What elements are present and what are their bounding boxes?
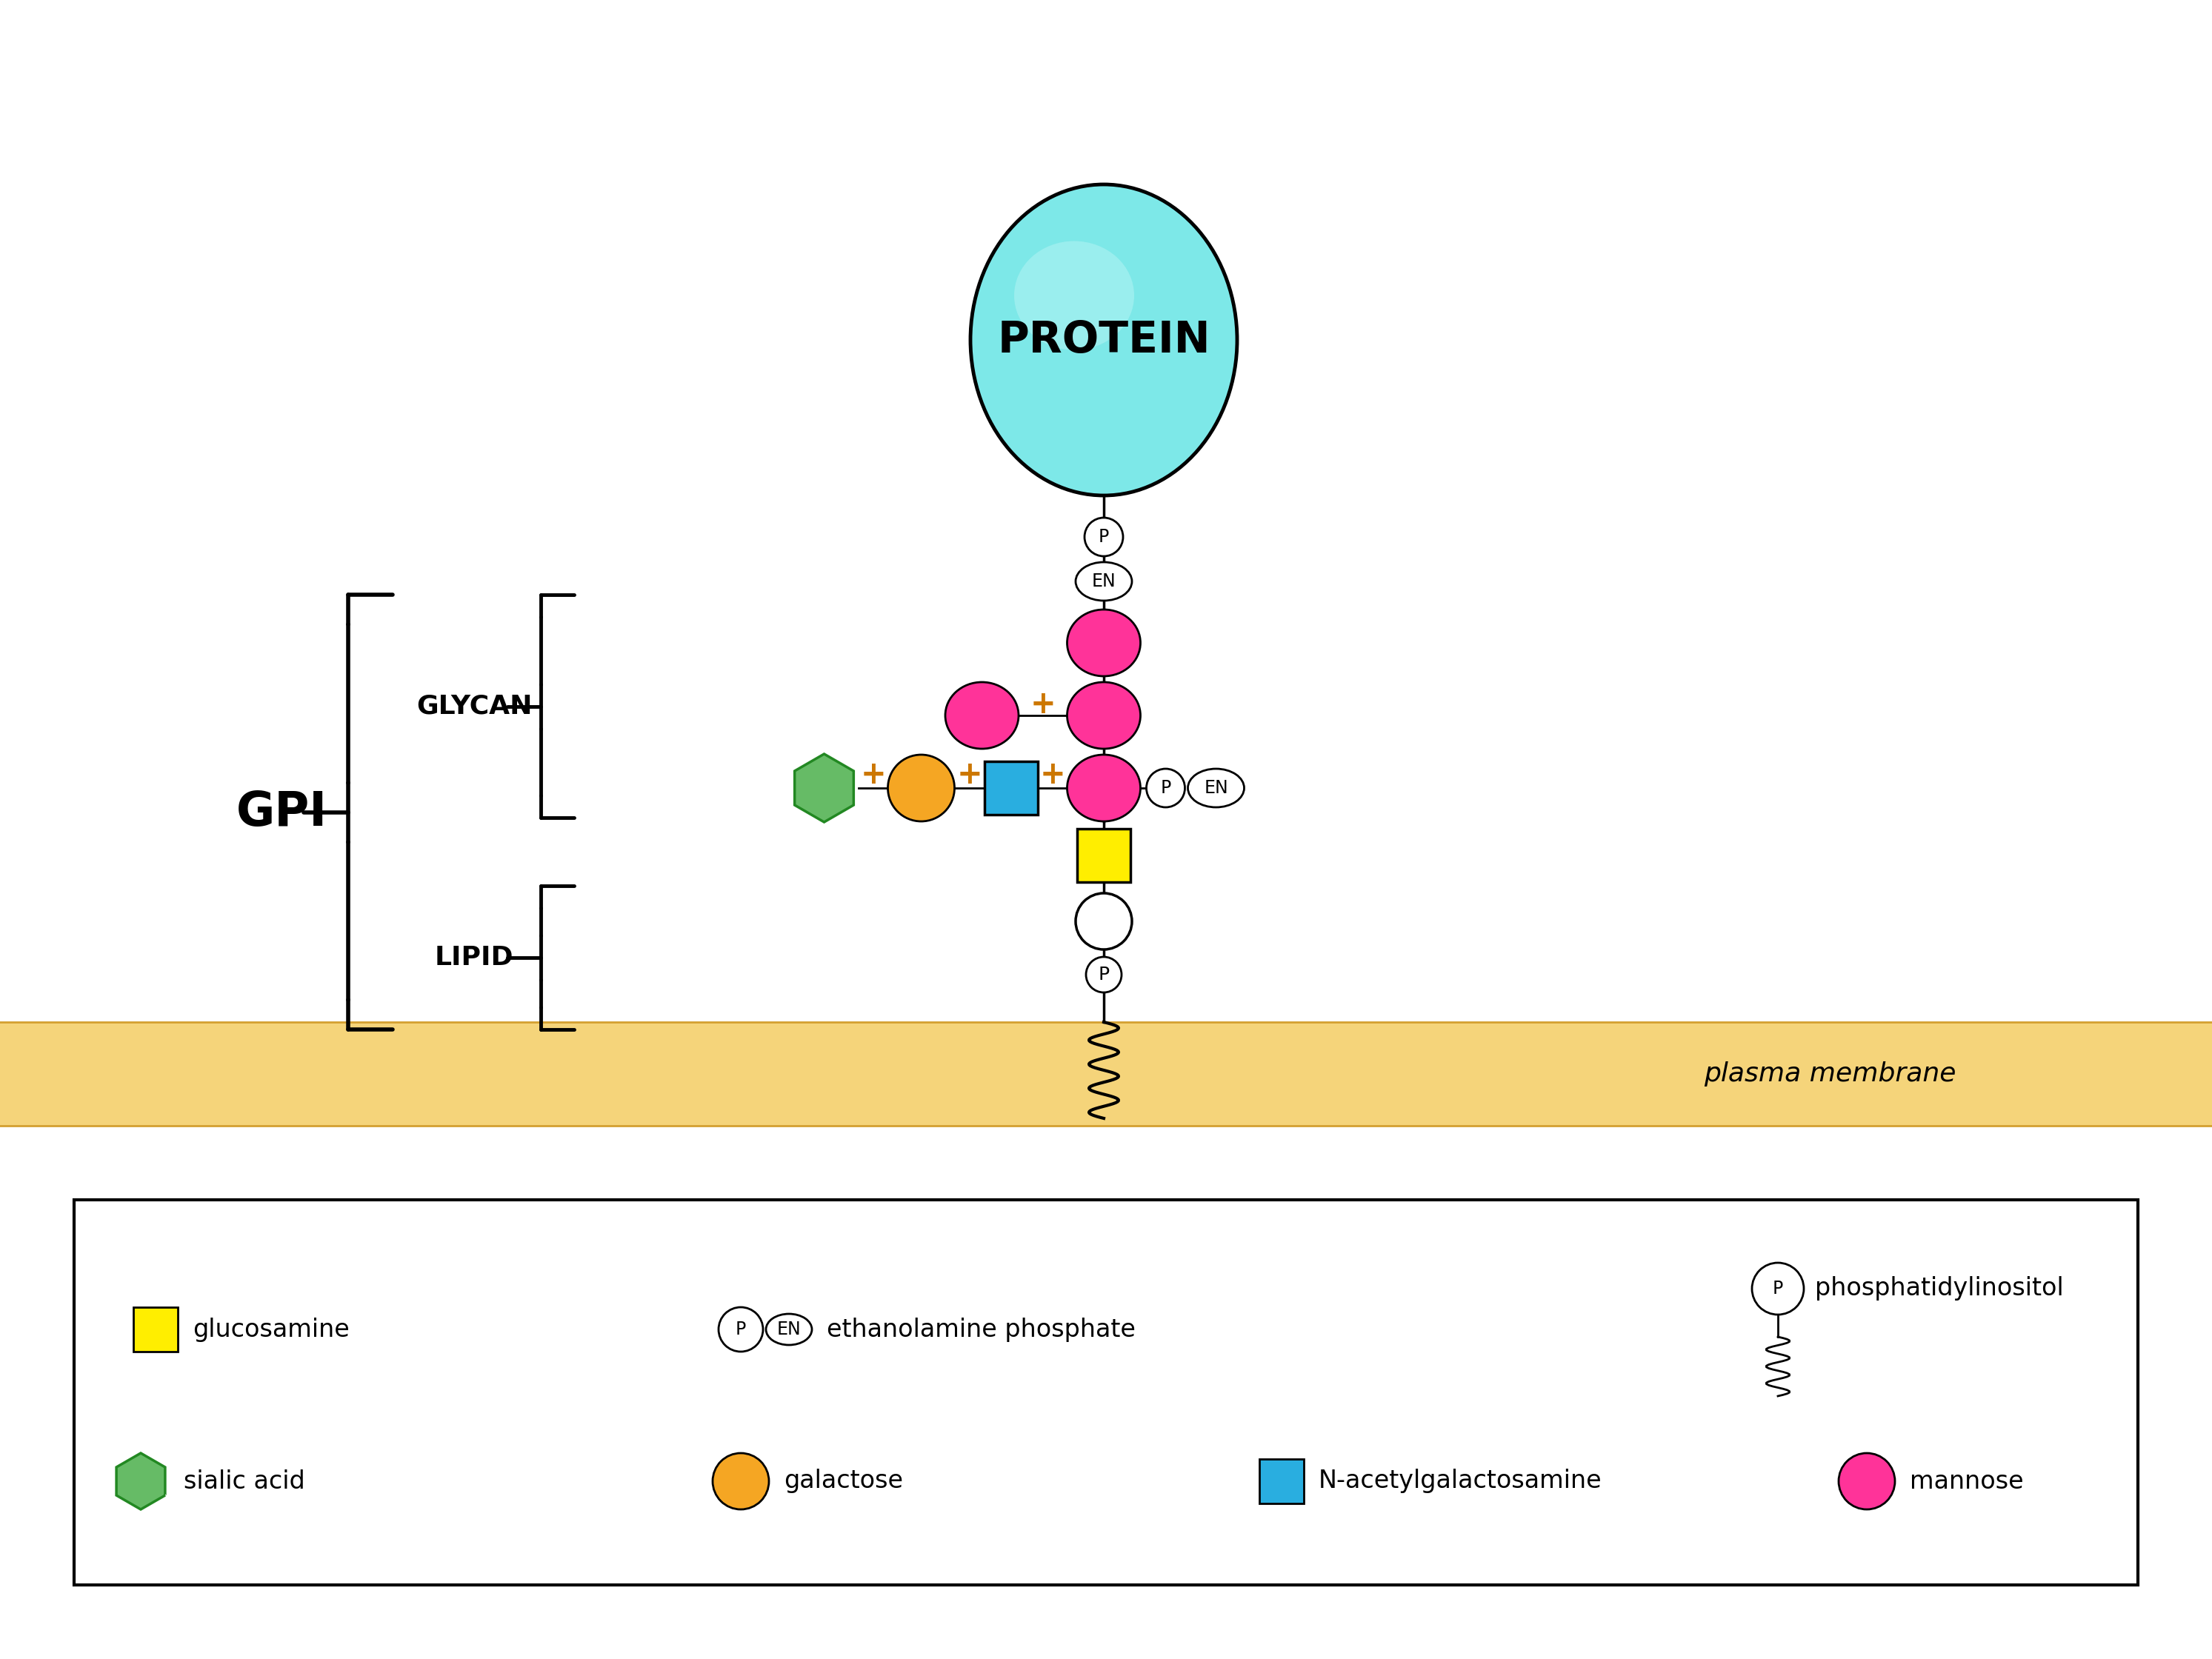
Text: phosphatidylinositol: phosphatidylinositol [1814,1276,2064,1301]
Ellipse shape [1013,241,1135,350]
Text: EN: EN [776,1321,801,1339]
Ellipse shape [1066,682,1141,748]
Text: mannose: mannose [1909,1468,2024,1493]
Ellipse shape [1838,1453,1896,1510]
Polygon shape [117,1453,166,1510]
Ellipse shape [887,755,956,821]
Circle shape [1752,1262,1803,1314]
Ellipse shape [1066,609,1141,677]
Text: GLYCAN: GLYCAN [416,693,533,718]
FancyBboxPatch shape [1259,1458,1303,1503]
Text: LIPID: LIPID [436,946,513,971]
Text: EN: EN [1203,780,1228,796]
Circle shape [1086,957,1121,992]
Text: +: + [1031,688,1055,720]
Ellipse shape [712,1453,770,1510]
Circle shape [719,1307,763,1352]
Text: PROTEIN: PROTEIN [998,319,1210,362]
Text: +: + [1040,760,1066,790]
Ellipse shape [1066,755,1141,821]
Ellipse shape [1188,768,1243,808]
Text: EN: EN [1093,572,1115,591]
Text: P: P [1099,528,1108,546]
FancyBboxPatch shape [984,761,1037,815]
Text: P: P [1097,966,1110,984]
Circle shape [1146,768,1186,808]
Text: sialic acid: sialic acid [184,1468,305,1493]
Text: ethanolamine phosphate: ethanolamine phosphate [827,1317,1135,1342]
Polygon shape [794,753,854,823]
Text: P: P [1772,1279,1783,1297]
Text: N-acetylgalactosamine: N-acetylgalactosamine [1318,1468,1601,1493]
Text: +: + [860,760,885,790]
Text: P: P [737,1321,745,1339]
Ellipse shape [945,682,1018,748]
Circle shape [1084,518,1124,556]
FancyBboxPatch shape [0,1022,2212,1126]
Ellipse shape [765,1314,812,1345]
Text: galactose: galactose [783,1468,902,1493]
Text: plasma membrane: plasma membrane [1703,1062,1955,1087]
Text: GPI: GPI [237,790,327,834]
Ellipse shape [1075,562,1133,601]
Text: glucosamine: glucosamine [192,1317,349,1342]
FancyBboxPatch shape [73,1199,2139,1584]
Text: +: + [956,760,982,790]
Ellipse shape [971,184,1237,496]
Circle shape [1075,893,1133,949]
FancyBboxPatch shape [1077,830,1130,883]
FancyBboxPatch shape [133,1307,177,1352]
Text: P: P [1161,780,1170,796]
